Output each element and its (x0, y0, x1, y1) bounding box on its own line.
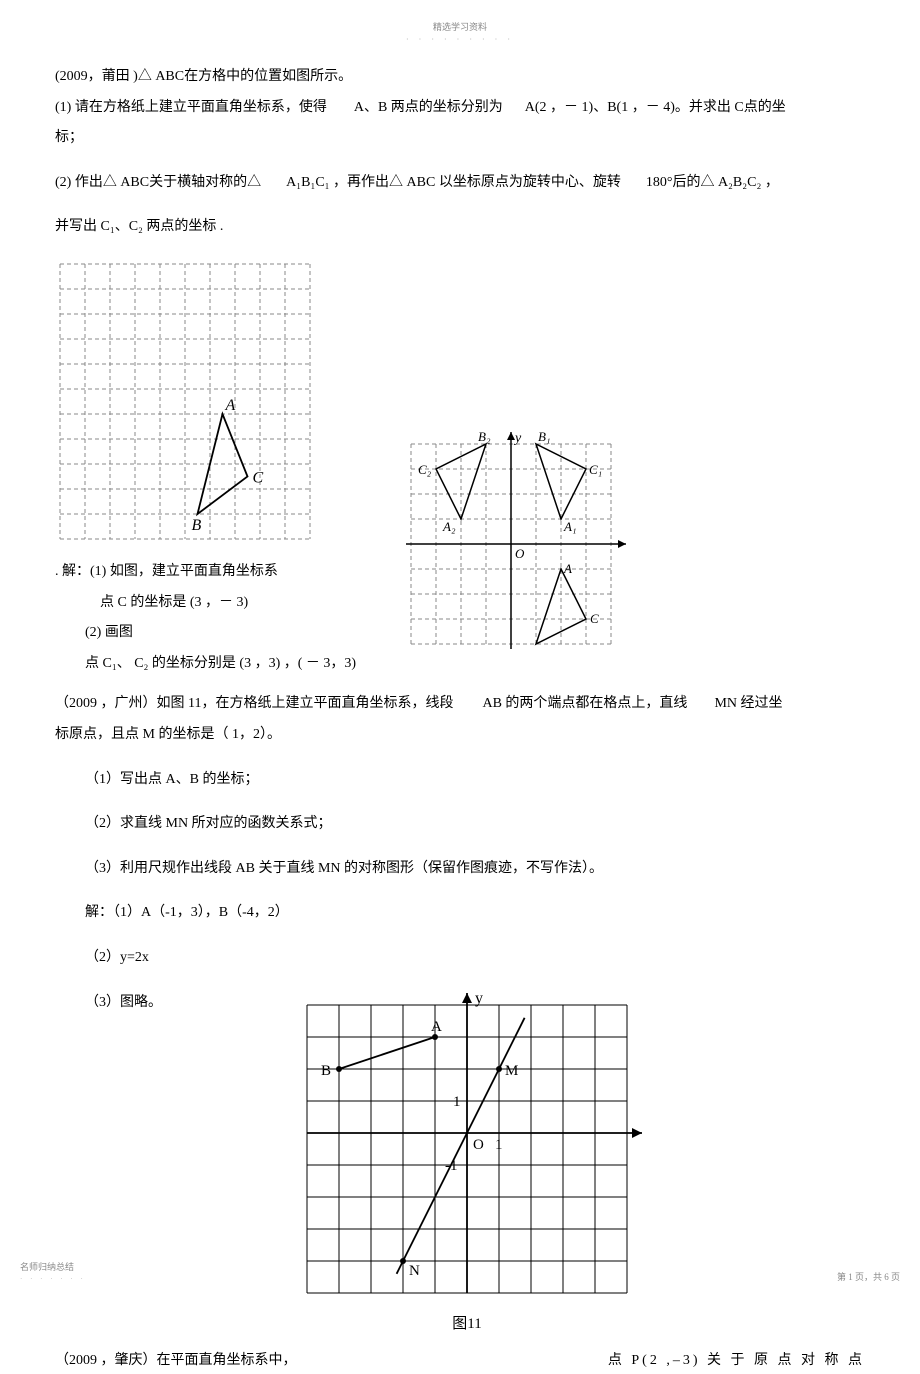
p1-sol-d: 点 C₁、 C₂ 的坐标分别是 (3 ，3) ，( － 3，3) (55, 651, 356, 678)
svg-text:N: N (409, 1263, 420, 1279)
svg-text:O: O (473, 1137, 484, 1153)
p1-q1-c: A(2 ，－ 1)、B(1 ，－ 4)。并求出 C点的坐 (525, 100, 786, 115)
svg-text:A₁: A₁ (563, 519, 576, 534)
p1-q1: (1) 请在方格纸上建立平面直角坐标系，使得 A、B 两点的坐标分别为 A(2 … (55, 95, 865, 122)
p2-q3: （3）利用尺规作出线段 AB 关于直线 MN 的对称图形（保留作图痕迹，不写作法… (55, 856, 865, 883)
p1-sol-b: 点 C 的坐标是 (3 ，－ 3) (55, 590, 356, 617)
svg-text:1: 1 (495, 1137, 503, 1153)
p1-intro: (2009，莆田 )△ ABC在方格中的位置如图所示。 (55, 64, 865, 91)
svg-text:A: A (563, 561, 572, 576)
header-dots: · · · · · · · · · (55, 35, 865, 44)
footer-left-dots: · · · · · · · (20, 1275, 86, 1283)
p3-line: （2009 ，肇庆）在平面直角坐标系中， 点 P(2 ,–3) 关 于 原 点 … (55, 1348, 865, 1374)
svg-text:B: B (192, 517, 202, 534)
p1-q2: (2) 作出△ ABC关于横轴对称的△ A₁B₁C₁ ，再作出△ ABC 以坐标… (55, 170, 865, 197)
svg-text:B: B (321, 1063, 331, 1079)
footer-left: 名师归纳总结 · · · · · · · (20, 1260, 86, 1283)
p1-q2-a: (2) 作出△ ABC关于横轴对称的△ (55, 175, 261, 190)
p2-sol-b: （2）y=2x (55, 945, 865, 972)
figure-1: A B C (55, 259, 315, 549)
p2-intro: （2009 ，广州）如图 11，在方格纸上建立平面直角坐标系，线段 AB 的两个… (55, 691, 865, 718)
p3-b: 点 P(2 ,–3) 关 于 原 点 对 称 点 (608, 1348, 865, 1374)
svg-text:A: A (225, 397, 236, 414)
p1-q2-c: 180°后的△ A₂B₂C₂ ， (646, 175, 779, 190)
svg-text:-1: -1 (445, 1158, 458, 1174)
p1-q1d: 标； (55, 125, 865, 152)
figure-3: →ABMNO1-11yx (292, 990, 642, 1310)
header-tiny: 精选学习资料 (55, 20, 865, 33)
p2-intro-b: AB 的两个端点都在格点上，直线 (482, 696, 687, 711)
p1-q2-b: A₁B₁C₁ ，再作出△ ABC 以坐标原点为旋转中心、旋转 (286, 175, 621, 190)
footer-left-text: 名师归纳总结 (20, 1262, 74, 1272)
svg-text:C₁: C₁ (589, 462, 602, 477)
svg-text:O: O (515, 546, 525, 561)
svg-text:A₂: A₂ (442, 519, 456, 534)
p1-q1-b: A、B 两点的坐标分别为 (354, 100, 503, 115)
p1-q1-a: (1) 请在方格纸上建立平面直角坐标系，使得 (55, 100, 327, 115)
p2-intro-a: （2009 ，广州）如图 11，在方格纸上建立平面直角坐标系，线段 (55, 696, 453, 711)
svg-text:1: 1 (453, 1094, 461, 1110)
p2-q1: （1）写出点 A、B 的坐标； (55, 767, 865, 794)
svg-text:C: C (253, 469, 264, 486)
svg-text:B₂: B₂ (478, 429, 491, 444)
svg-text:y: y (475, 990, 483, 1007)
svg-text:B: B (532, 647, 540, 649)
p2-q2: （2）求直线 MN 所对应的函数关系式； (55, 811, 865, 838)
svg-text:B₁: B₁ (538, 429, 550, 444)
p1-q3: 并写出 C₁、C₂ 两点的坐标 . (55, 214, 865, 241)
footer-right: 第 1 页，共 6 页 (837, 1270, 900, 1283)
fig3-caption: 图11 (292, 1312, 642, 1333)
p1-sol-c: (2) 画图 (55, 620, 356, 647)
p2-intro-c: MN 经过坐 (714, 696, 782, 711)
p2-intro-d: 标原点，且点 M 的坐标是（ 1，2）。 (55, 722, 865, 749)
p3-a: （2009 ，肇庆）在平面直角坐标系中， (55, 1348, 297, 1374)
p2-sol-a: 解：（1）A（-1，3），B（-4，2） (55, 900, 865, 927)
p1-sol-a: . 解：(1) 如图，建立平面直角坐标系 (55, 559, 356, 586)
svg-text:C₂: C₂ (418, 462, 432, 477)
figure-2: yxOB₂B₁C₂C₁A₂A₁ABC (396, 429, 626, 649)
svg-text:A: A (431, 1019, 442, 1035)
svg-text:C: C (590, 611, 599, 626)
svg-text:y: y (513, 431, 522, 446)
svg-text:M: M (505, 1063, 518, 1079)
